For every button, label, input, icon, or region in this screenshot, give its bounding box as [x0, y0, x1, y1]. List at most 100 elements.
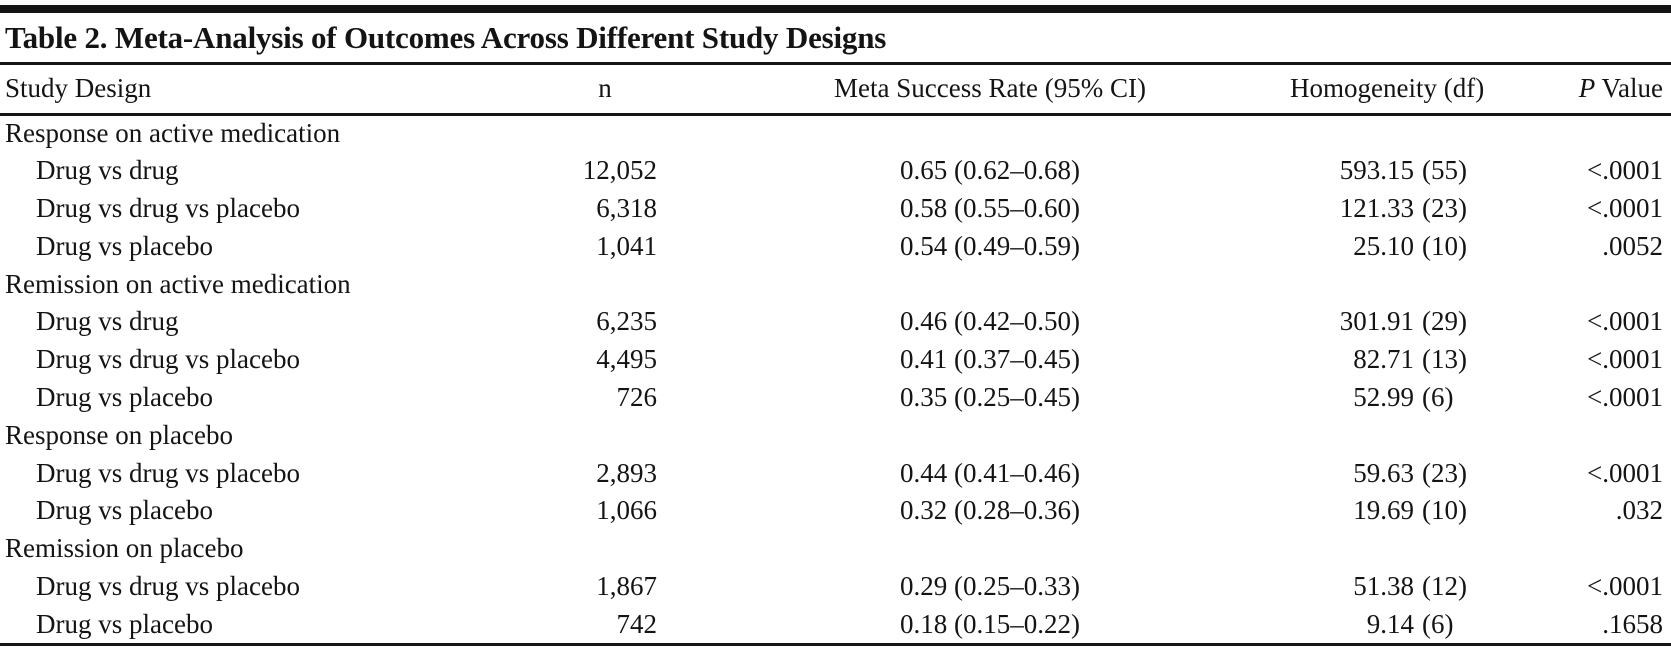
homogeneity-df: (23)	[1422, 192, 1467, 223]
n-cell: 6,318	[596, 192, 657, 223]
homogeneity-wrap: 9.14 (6)	[1290, 608, 1478, 639]
study-design-label: Drug vs drug vs placebo	[36, 344, 300, 375]
homogeneity-df: (10)	[1422, 230, 1467, 261]
meta-success-rate-cell: 0.41 (0.37–0.45)	[900, 344, 1080, 375]
homogeneity-value: 59.63	[1353, 457, 1414, 488]
meta-analysis-table: Study Design n Meta Success Rate (95% CI…	[0, 65, 1671, 643]
n-cell: 2,893	[596, 457, 657, 488]
study-design-label: Drug vs drug	[36, 306, 179, 337]
section-header-row: Response on active medication	[0, 114, 1671, 152]
n-cell: 726	[616, 381, 658, 412]
table-row: Drug vs placebo 742 0.18 (0.15–0.22) 9.14 (6…	[0, 605, 1671, 643]
meta-success-rate-cell: 0.46 (0.42–0.50)	[900, 306, 1080, 337]
meta-success-rate-cell: 0.65 (0.62–0.68)	[900, 155, 1080, 186]
table-row: Drug vs drug 12,052 0.65 (0.62–0.68) 593.15…	[0, 152, 1671, 190]
study-design-label: Drug vs placebo	[36, 608, 213, 639]
study-design-label: Drug vs drug vs placebo	[36, 192, 300, 223]
p-value-cell: <.0001	[1587, 306, 1663, 337]
homogeneity-wrap: 19.69 (10)	[1290, 497, 1478, 524]
n-cell: 1,066	[596, 495, 657, 526]
meta-success-rate-cell: 0.32 (0.28–0.36)	[900, 495, 1080, 526]
table-row: Drug vs drug vs placebo 6,318 0.58 (0.55–0…	[0, 190, 1671, 228]
n-cell: 742	[616, 608, 658, 639]
p-value-rest-label: Value	[1595, 72, 1664, 103]
study-design-cell: Drug vs drug	[0, 303, 550, 341]
n-cell: 1,041	[596, 230, 657, 261]
study-design-cell: Drug vs drug vs placebo	[0, 341, 550, 379]
title-rule	[0, 62, 1671, 65]
table-row: Drug vs drug vs placebo 4,495 0.41 (0.37–0…	[0, 341, 1671, 379]
homogeneity-df: (29)	[1422, 306, 1467, 337]
homogeneity-cell: 9.14 (6)	[1290, 605, 1502, 643]
homogeneity-wrap: 51.38 (12)	[1290, 570, 1478, 601]
study-design-cell: Drug vs drug vs placebo	[0, 454, 550, 492]
study-design-cell: Drug vs drug vs placebo	[0, 190, 550, 228]
homogeneity-cell: 121.33 (23)	[1290, 190, 1502, 228]
column-header-n: n	[550, 65, 660, 116]
n-cell: 12,052	[582, 155, 657, 186]
homogeneity-cell: 59.63 (23)	[1290, 454, 1502, 492]
table-row: Drug vs placebo 1,041 0.54 (0.49–0.59) 25.1…	[0, 227, 1671, 265]
homogeneity-value: 25.10	[1353, 230, 1414, 261]
n-cell: 6,235	[596, 306, 657, 337]
homogeneity-df: (6)	[1422, 381, 1454, 412]
homogeneity-cell: 82.71 (13)	[1290, 341, 1502, 379]
homogeneity-value: 9.14	[1366, 608, 1414, 639]
study-design-cell: Drug vs placebo	[0, 227, 550, 265]
homogeneity-wrap: 593.15 (55)	[1290, 157, 1478, 184]
homogeneity-cell: 52.99 (6)	[1290, 379, 1502, 417]
meta-success-rate-cell: 0.58 (0.55–0.60)	[900, 192, 1080, 223]
column-header-meta-success-rate: Meta Success Rate (95% CI)	[660, 65, 1290, 116]
column-header-p-value: P Value	[1502, 65, 1671, 116]
homogeneity-wrap: 52.99 (6)	[1290, 381, 1478, 412]
p-value-cell: .0052	[1602, 230, 1663, 261]
section-label: Remission on placebo	[5, 533, 244, 564]
study-design-label: Drug vs placebo	[36, 495, 213, 526]
homogeneity-value: 301.91	[1339, 306, 1414, 337]
homogeneity-df: (55)	[1422, 155, 1467, 186]
p-value-cell: <.0001	[1587, 570, 1663, 601]
p-value-cell: .032	[1615, 495, 1663, 526]
bottom-rule	[0, 643, 1671, 647]
homogeneity-value: 121.33	[1339, 192, 1414, 223]
table-row: Drug vs drug vs placebo 1,867 0.29 (0.25–0…	[0, 568, 1671, 606]
section-header-row: Remission on active medication	[0, 265, 1671, 303]
homogeneity-cell: 19.69 (10)	[1290, 492, 1502, 530]
meta-success-rate-cell: 0.44 (0.41–0.46)	[900, 457, 1080, 488]
study-design-cell: Drug vs drug	[0, 152, 550, 190]
p-value-italic-letter: P	[1578, 72, 1596, 103]
study-design-label: Drug vs placebo	[36, 381, 213, 412]
n-cell: 1,867	[596, 570, 657, 601]
table-body: Response on active medication Drug vs dru…	[0, 114, 1671, 643]
meta-success-rate-cell: 0.18 (0.15–0.22)	[900, 608, 1080, 639]
study-design-cell: Drug vs drug vs placebo	[0, 568, 550, 606]
study-design-label: Drug vs drug vs placebo	[36, 457, 300, 488]
homogeneity-wrap: 82.71 (13)	[1290, 346, 1478, 373]
homogeneity-df: (6)	[1422, 608, 1454, 639]
p-value-cell: <.0001	[1587, 155, 1663, 186]
table-row: Drug vs placebo 1,066 0.32 (0.28–0.36) 19.6…	[0, 492, 1671, 530]
section-label: Remission on active medication	[5, 268, 351, 299]
p-value-cell: <.0001	[1587, 344, 1663, 375]
homogeneity-value: 593.15	[1339, 155, 1414, 186]
study-design-cell: Drug vs placebo	[0, 492, 550, 530]
section-label: Response on active medication	[5, 118, 341, 149]
homogeneity-df: (13)	[1422, 344, 1467, 375]
meta-success-rate-cell: 0.29 (0.25–0.33)	[900, 570, 1080, 601]
homogeneity-df: (23)	[1422, 457, 1467, 488]
homogeneity-df: (12)	[1422, 570, 1467, 601]
homogeneity-wrap: 25.10 (10)	[1290, 230, 1478, 261]
p-value-cell: .1658	[1602, 608, 1663, 639]
homogeneity-cell: 301.91 (29)	[1290, 303, 1502, 341]
homogeneity-cell: 51.38 (12)	[1290, 568, 1502, 606]
homogeneity-value: 19.69	[1353, 495, 1414, 526]
n-cell: 4,495	[596, 344, 657, 375]
table-header-row: Study Design n Meta Success Rate (95% CI…	[0, 65, 1671, 116]
homogeneity-wrap: 121.33 (23)	[1290, 192, 1478, 223]
homogeneity-wrap: 301.91 (29)	[1290, 308, 1478, 335]
section-header-row: Remission on placebo	[0, 530, 1671, 568]
homogeneity-value: 82.71	[1353, 344, 1414, 375]
p-value-cell: <.0001	[1587, 192, 1663, 223]
study-design-label: Drug vs placebo	[36, 230, 213, 261]
